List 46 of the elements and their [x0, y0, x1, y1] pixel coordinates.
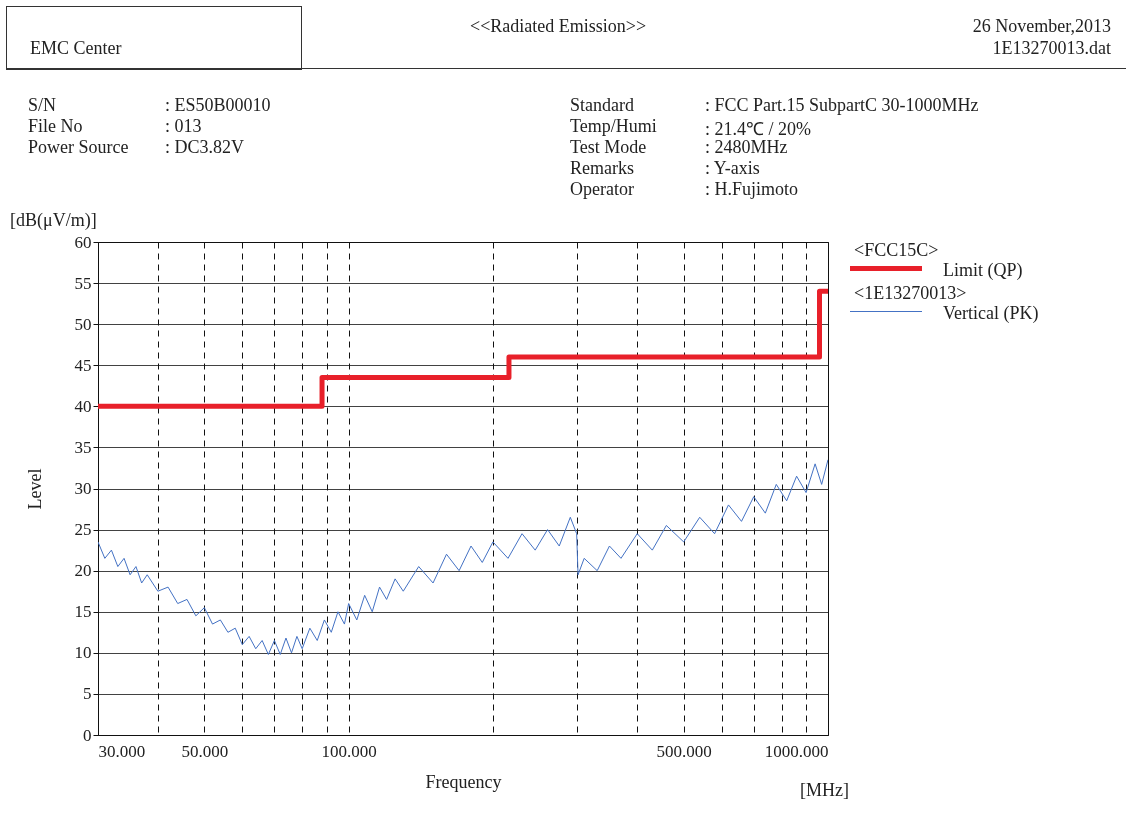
text: : 013: [165, 116, 202, 137]
text: 26 November,2013: [972, 16, 1111, 37]
x-tick-label: 30.000: [98, 741, 146, 761]
y-tick-label: 20: [74, 561, 92, 581]
text: Standard: [570, 95, 634, 116]
text: : 21.4℃ / 20%: [705, 118, 811, 140]
y-tick-label: 40: [74, 396, 92, 416]
chart-title: <<Radiated Emission>>: [470, 16, 647, 37]
y-tick-label: 55: [74, 273, 92, 293]
text: S/N: [28, 95, 57, 116]
y-tick-label: 45: [74, 355, 92, 375]
text: EMC Center: [30, 38, 122, 59]
text: : DC3.82V: [165, 137, 245, 158]
x-tick-label: 500.000: [656, 741, 712, 761]
text: Remarks: [570, 158, 634, 179]
text: : 2480MHz: [705, 137, 788, 158]
text: [MHz]: [800, 780, 849, 801]
text: Operator: [570, 179, 634, 200]
y-tick-label: 35: [74, 437, 92, 457]
text: Power Source: [28, 137, 129, 158]
y-tick-label: 15: [74, 602, 92, 622]
text: : FCC Part.15 SubpartC 30-1000MHz: [705, 95, 979, 116]
text: 1E13270013.dat: [992, 38, 1111, 59]
text: : H.Fujimoto: [705, 179, 799, 200]
y-tick-label: 50: [74, 314, 92, 334]
y-tick-label: 25: [74, 520, 92, 540]
text: <FCC15C>: [854, 240, 939, 261]
legend-label: Vertical (PK): [943, 303, 1039, 324]
text: [dB(μV/m)]: [10, 210, 97, 231]
text: File No: [28, 116, 83, 137]
text: : ES50B00010: [165, 95, 271, 116]
text: <1E13270013>: [854, 283, 967, 304]
y-tick-label: 5: [83, 684, 92, 704]
y-tick-label: 0: [83, 725, 92, 745]
text: Test Mode: [570, 137, 647, 158]
text: : Y-axis: [705, 158, 760, 179]
text: Temp/Humi: [570, 116, 657, 137]
y-tick-label: 10: [74, 643, 92, 663]
y-tick-label: 60: [74, 232, 92, 252]
y-axis-title: Level: [24, 468, 45, 510]
x-tick-label: 1000.000: [764, 741, 829, 761]
y-tick-label: 30: [74, 479, 92, 498]
legend-label: Limit (QP): [943, 260, 1023, 281]
x-tick-label: 50.000: [181, 741, 229, 761]
x-tick-label: 100.000: [321, 741, 377, 761]
x-axis-title: Frequency: [425, 771, 502, 792]
